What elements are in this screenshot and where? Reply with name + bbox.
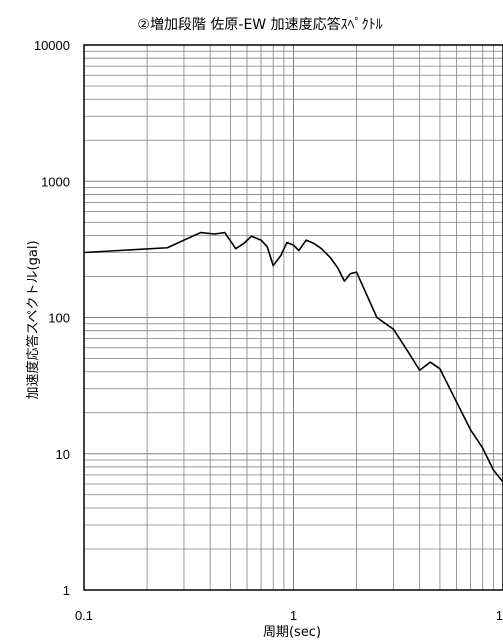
series-layer (83, 231, 503, 483)
y-tick-label: 100 (48, 311, 70, 326)
x-axis-label: 周期(sec) (263, 625, 321, 640)
y-axis-label: 加速度応答スペクトル(gal) (25, 240, 41, 399)
chart-title: ②増加段階 佐原-EW 加速度応答ｽﾍﾟｸﾄﾙ (137, 16, 382, 33)
x-tick-label: 1 (290, 608, 297, 623)
tick-label-layer: 1 10 100 1000 10000 0.1 1 10 (34, 38, 503, 623)
plot-frame (83, 44, 503, 591)
spectrum-series-line (83, 231, 503, 483)
x-tick-label: 0.1 (75, 608, 93, 623)
y-tick-label: 10 (56, 447, 70, 462)
grid-layer (83, 44, 503, 591)
x-tick-label: 10 (496, 608, 503, 623)
y-tick-label: 1000 (41, 174, 70, 189)
y-tick-label: 1 (63, 583, 70, 598)
y-tick-label: 10000 (34, 38, 70, 53)
